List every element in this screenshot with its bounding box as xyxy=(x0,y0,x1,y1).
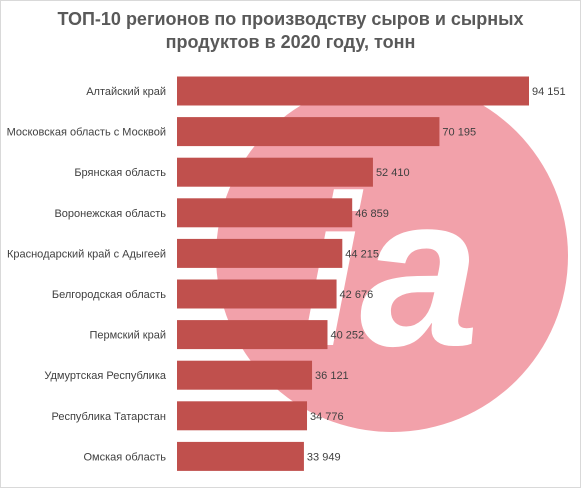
category-label: Пермский край xyxy=(89,330,166,342)
value-label: 34 776 xyxy=(310,411,344,423)
value-label: 52 410 xyxy=(376,167,410,179)
value-label: 36 121 xyxy=(315,370,349,382)
value-label: 33 949 xyxy=(307,451,341,463)
category-label: Краснодарский край с Адыгеей xyxy=(7,248,166,260)
bar xyxy=(177,401,308,431)
bar xyxy=(177,157,373,187)
bar xyxy=(177,360,313,390)
category-labels: Алтайский край Московская область с Москв… xyxy=(7,86,167,463)
value-label: 44 215 xyxy=(345,248,379,260)
value-label: 70 195 xyxy=(442,127,476,139)
value-label: 94 151 xyxy=(532,86,566,98)
bar xyxy=(177,198,353,228)
bar xyxy=(177,279,337,309)
category-label: Республика Татарстан xyxy=(51,411,166,423)
category-label: Белгородская область xyxy=(52,289,166,301)
value-label: 40 252 xyxy=(330,330,364,342)
chart-title: ТОП-10 регионов по производству сыров и … xyxy=(0,8,581,54)
category-label: Воронежская область xyxy=(54,208,166,220)
bar xyxy=(177,320,328,350)
value-label: 46 859 xyxy=(355,208,389,220)
bar xyxy=(177,76,529,106)
watermark-text: ia xyxy=(300,150,479,391)
chart-title-line-2: продуктов в 2020 году, тонн xyxy=(165,32,416,52)
value-label: 42 676 xyxy=(340,289,374,301)
category-label: Московская область с Москвой xyxy=(7,127,166,139)
bars xyxy=(177,76,529,471)
chart-title-line-1: ТОП-10 регионов по производству сыров и … xyxy=(57,9,524,29)
category-label: Брянская область xyxy=(74,167,166,179)
bar xyxy=(177,117,440,147)
category-label: Омская область xyxy=(83,451,166,463)
value-labels: 94 151 70 195 52 410 46 859 44 215 42 676 40 2… xyxy=(307,86,566,463)
category-label: Алтайский край xyxy=(86,86,166,98)
category-label: Удмуртская Республика xyxy=(44,370,167,382)
bar xyxy=(177,238,343,268)
bar xyxy=(177,441,304,471)
